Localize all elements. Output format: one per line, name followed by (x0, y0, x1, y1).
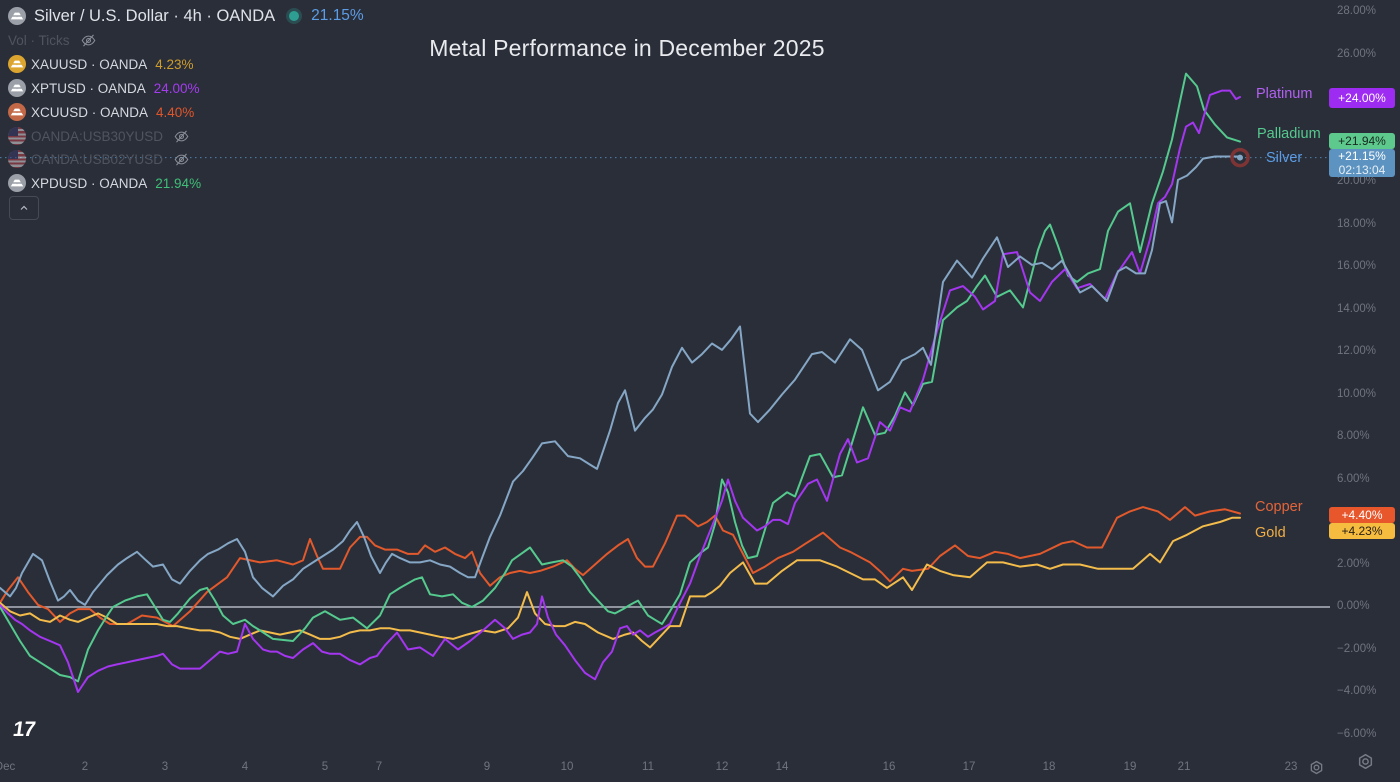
market-status-icon[interactable] (289, 11, 300, 21)
time-tick-label: 17 (962, 761, 976, 773)
price-tick-label: 16.00% (1337, 260, 1377, 272)
series-line-platinum (0, 89, 1241, 693)
legend-label: OANDA:USB02YUSD (31, 151, 164, 167)
series-name-label-copper: Copper (1255, 499, 1303, 515)
us-flag-icon (8, 127, 26, 145)
us-flag-icon (8, 150, 26, 168)
price-tick-label: 0.00% (1337, 600, 1370, 612)
legend-label: XCUUSD · OANDA (31, 104, 149, 120)
legend-row-xauusd[interactable]: XAUUSD · OANDA 4.23% (8, 53, 194, 75)
price-axis-settings-icon[interactable] (1357, 753, 1374, 770)
time-tick-label: 19 (1123, 761, 1137, 773)
legend-collapse-button[interactable] (9, 196, 39, 220)
series-name-label-palladium: Palladium (1257, 126, 1321, 142)
eye-off-icon[interactable] (81, 33, 96, 48)
legend-label: OANDA:USB30YUSD (31, 128, 164, 144)
time-tick-label: 14 (775, 761, 789, 773)
time-tick-label: Dec (0, 761, 16, 773)
series-name-label-silver: Silver (1266, 150, 1303, 166)
legend-row-usb02yusd[interactable]: OANDA:USB02YUSD (8, 148, 189, 170)
price-tick-label: 2.00% (1337, 557, 1370, 570)
legend-value: 24.00% (153, 80, 200, 96)
price-tick-label: 18.00% (1337, 217, 1377, 230)
legend-label: XPDUSD · OANDA (31, 175, 148, 191)
price-tick-label: 14.00% (1337, 302, 1377, 315)
time-tick-label: 9 (483, 761, 491, 773)
legend-row-volume[interactable]: Vol · Ticks (8, 29, 96, 51)
price-badge-silver: +21.15% 02:13:04 (1329, 149, 1395, 177)
price-badge-gold: +4.23% (1329, 523, 1395, 539)
price-tick-label: 6.00% (1337, 472, 1370, 485)
silver-icon (8, 7, 26, 25)
time-tick-label: 11 (642, 761, 654, 773)
price-tick-label: 8.00% (1337, 430, 1370, 442)
tradingview-logo[interactable]: 17 (11, 718, 37, 741)
platinum-icon (8, 79, 26, 97)
price-tick-label: 20.00% (1337, 175, 1377, 187)
eye-off-icon[interactable] (174, 152, 189, 167)
time-tick-label: 7 (375, 761, 383, 773)
time-tick-label: 18 (1042, 761, 1056, 773)
price-tick-label: 12.00% (1337, 345, 1377, 357)
main-symbol-title: Silver / U.S. Dollar · 4h · OANDA (34, 6, 276, 25)
legend-row-xpdusd[interactable]: XPDUSD · OANDA 21.94% (8, 172, 201, 194)
price-badge-platinum: +24.00% (1329, 88, 1395, 108)
legend-row-xcuusd[interactable]: XCUUSD · OANDA 4.40% (8, 101, 194, 123)
last-price-marker-dot (1237, 154, 1243, 161)
gold-icon (8, 55, 26, 73)
series-name-label-platinum: Platinum (1256, 86, 1313, 102)
legend-row-xptusd[interactable]: XPTUSD · OANDA 24.00% (8, 77, 200, 99)
price-tick-label: −4.00% (1337, 685, 1377, 697)
time-tick-label: 16 (882, 761, 896, 773)
price-tick-label: −6.00% (1337, 727, 1377, 740)
series-line-palladium (0, 72, 1241, 683)
time-axis-settings-icon[interactable] (1309, 760, 1324, 775)
main-symbol-row[interactable]: Silver / U.S. Dollar · 4h · OANDA 21.15% (8, 5, 364, 27)
price-tick-label: −2.00% (1337, 642, 1377, 655)
legend-value: 4.23% (155, 56, 194, 72)
series-line-silver (0, 155, 1241, 606)
legend-label: XAUUSD · OANDA (31, 56, 148, 72)
time-tick-label: 21 (1177, 761, 1191, 773)
legend-label: Vol · Ticks (8, 32, 70, 48)
eye-off-icon[interactable] (174, 129, 189, 144)
legend-label: XPTUSD · OANDA (31, 80, 146, 96)
time-tick-label: 12 (715, 761, 729, 773)
legend-value: 4.40% (156, 104, 195, 120)
price-tick-label: 26.00% (1337, 47, 1377, 60)
main-symbol-change: 21.15% (311, 7, 364, 24)
time-tick-label: 23 (1284, 761, 1298, 773)
bar-countdown: 02:13:04 (1338, 163, 1386, 177)
legend-row-usb30yusd[interactable]: OANDA:USB30YUSD (8, 125, 189, 147)
legend-value: 21.94% (155, 175, 202, 191)
time-tick-label: 5 (321, 761, 329, 773)
palladium-icon (8, 174, 26, 192)
time-tick-label: 2 (81, 761, 89, 773)
price-badge-palladium: +21.94% (1329, 133, 1395, 149)
price-tick-label: 28.00% (1337, 5, 1377, 17)
price-tick-label: 10.00% (1337, 387, 1377, 400)
last-price-marker (1230, 147, 1250, 168)
time-tick-label: 10 (560, 761, 574, 773)
copper-icon (8, 103, 26, 121)
time-tick-label: 4 (241, 761, 249, 773)
series-line-copper (0, 506, 1241, 628)
series-line-gold (0, 516, 1241, 649)
price-badge-copper: +4.40% (1329, 507, 1395, 523)
time-tick-label: 3 (161, 761, 169, 773)
series-name-label-gold: Gold (1255, 525, 1286, 541)
chart-title: Metal Performance in December 2025 (429, 35, 825, 61)
